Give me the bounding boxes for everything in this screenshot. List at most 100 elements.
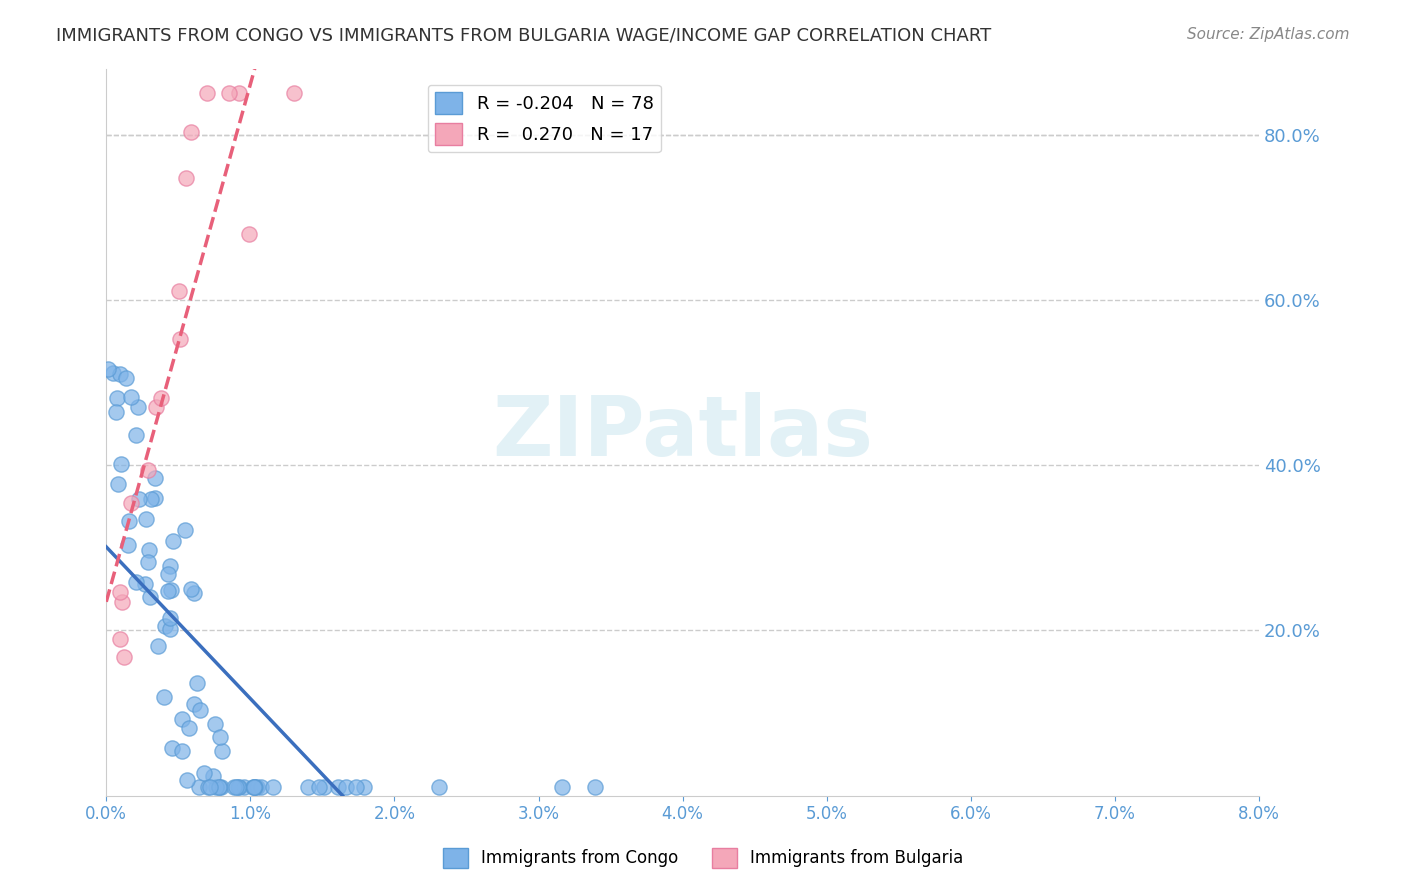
Immigrants from Congo [243, 780, 266, 795]
Immigrants from Congo [204, 716, 226, 731]
Immigrants from Congo [583, 780, 606, 795]
Immigrants from Bulgaria [180, 125, 202, 139]
Immigrants from Congo [197, 780, 219, 795]
Immigrants from Bulgaria [195, 87, 218, 101]
Legend: Immigrants from Congo, Immigrants from Bulgaria: Immigrants from Congo, Immigrants from B… [436, 841, 970, 875]
Immigrants from Congo [125, 428, 148, 442]
Immigrants from Congo [160, 741, 183, 756]
Immigrants from Bulgaria [110, 632, 132, 646]
Immigrants from Congo [353, 780, 375, 795]
Immigrants from Congo [183, 586, 205, 600]
Immigrants from Congo [146, 639, 169, 653]
Immigrants from Congo [208, 780, 231, 795]
Immigrants from Congo [204, 780, 226, 795]
Immigrants from Congo [328, 780, 350, 795]
Immigrants from Congo [225, 780, 247, 795]
Immigrants from Bulgaria [145, 401, 167, 415]
Immigrants from Bulgaria [111, 595, 134, 609]
Immigrants from Congo [183, 698, 205, 712]
Immigrants from Bulgaria [120, 496, 142, 510]
Immigrants from Congo [222, 780, 245, 795]
Immigrants from Congo [208, 730, 231, 744]
Immigrants from Congo [125, 574, 148, 589]
Immigrants from Congo [211, 744, 233, 758]
Immigrants from Congo [180, 582, 202, 597]
Immigrants from Congo [249, 780, 271, 795]
Immigrants from Congo [97, 361, 120, 376]
Immigrants from Bulgaria [169, 332, 191, 346]
Immigrants from Congo [243, 780, 266, 795]
Immigrants from Bulgaria [228, 87, 250, 101]
Immigrants from Congo [153, 619, 176, 633]
Immigrants from Congo [143, 471, 166, 485]
Immigrants from Congo [176, 773, 198, 788]
Text: Source: ZipAtlas.com: Source: ZipAtlas.com [1187, 27, 1350, 42]
Immigrants from Congo [427, 780, 450, 795]
Immigrants from Congo [103, 366, 125, 380]
Immigrants from Congo [105, 391, 128, 405]
Immigrants from Bulgaria [218, 87, 240, 101]
Immigrants from Congo [550, 780, 572, 795]
Immigrants from Congo [188, 703, 211, 717]
Immigrants from Congo [177, 721, 200, 735]
Legend: R = -0.204   N = 78, R =  0.270   N = 17: R = -0.204 N = 78, R = 0.270 N = 17 [427, 85, 661, 153]
Immigrants from Congo [117, 538, 139, 552]
Immigrants from Bulgaria [112, 649, 135, 664]
Immigrants from Congo [135, 511, 157, 525]
Immigrants from Congo [143, 491, 166, 506]
Immigrants from Congo [262, 780, 284, 795]
Immigrants from Congo [187, 780, 209, 795]
Immigrants from Congo [344, 780, 367, 795]
Immigrants from Congo [118, 514, 141, 528]
Immigrants from Congo [170, 712, 193, 726]
Immigrants from Congo [308, 780, 330, 795]
Immigrants from Congo [107, 477, 129, 491]
Immigrants from Congo [200, 780, 222, 794]
Immigrants from Congo [201, 769, 224, 783]
Immigrants from Congo [139, 591, 162, 605]
Immigrants from Congo [193, 765, 215, 780]
Immigrants from Congo [335, 780, 357, 795]
Immigrants from Congo [110, 457, 132, 471]
Immigrants from Bulgaria [149, 391, 172, 405]
Immigrants from Congo [173, 524, 195, 538]
Immigrants from Congo [172, 744, 194, 758]
Immigrants from Congo [152, 690, 174, 704]
Immigrants from Congo [162, 534, 184, 549]
Immigrants from Congo [127, 400, 149, 414]
Immigrants from Congo [120, 390, 142, 404]
Immigrants from Congo [128, 492, 150, 507]
Immigrants from Congo [226, 780, 249, 795]
Immigrants from Congo [110, 367, 132, 381]
Text: ZIPatlas: ZIPatlas [492, 392, 873, 473]
Immigrants from Bulgaria [167, 284, 190, 298]
Immigrants from Congo [136, 555, 159, 569]
Immigrants from Congo [159, 611, 181, 625]
Immigrants from Congo [141, 491, 163, 506]
Immigrants from Congo [138, 542, 160, 557]
Immigrants from Bulgaria [108, 585, 131, 599]
Immigrants from Congo [208, 780, 231, 795]
Immigrants from Bulgaria [136, 463, 159, 477]
Immigrants from Congo [186, 675, 208, 690]
Immigrants from Congo [159, 622, 181, 636]
Immigrants from Congo [209, 780, 232, 795]
Immigrants from Bulgaria [283, 87, 305, 101]
Immigrants from Congo [242, 780, 264, 795]
Immigrants from Congo [243, 780, 266, 795]
Immigrants from Bulgaria [176, 171, 198, 186]
Immigrants from Congo [115, 370, 138, 384]
Immigrants from Congo [105, 405, 128, 419]
Immigrants from Congo [232, 780, 254, 795]
Immigrants from Congo [157, 567, 180, 582]
Immigrants from Bulgaria [238, 227, 260, 241]
Immigrants from Congo [228, 780, 250, 795]
Immigrants from Congo [134, 577, 156, 591]
Immigrants from Congo [297, 780, 319, 795]
Immigrants from Congo [314, 780, 336, 795]
Immigrants from Congo [156, 583, 179, 598]
Immigrants from Congo [160, 583, 183, 598]
Text: IMMIGRANTS FROM CONGO VS IMMIGRANTS FROM BULGARIA WAGE/INCOME GAP CORRELATION CH: IMMIGRANTS FROM CONGO VS IMMIGRANTS FROM… [56, 27, 991, 45]
Immigrants from Congo [159, 558, 181, 573]
Immigrants from Congo [246, 780, 269, 795]
